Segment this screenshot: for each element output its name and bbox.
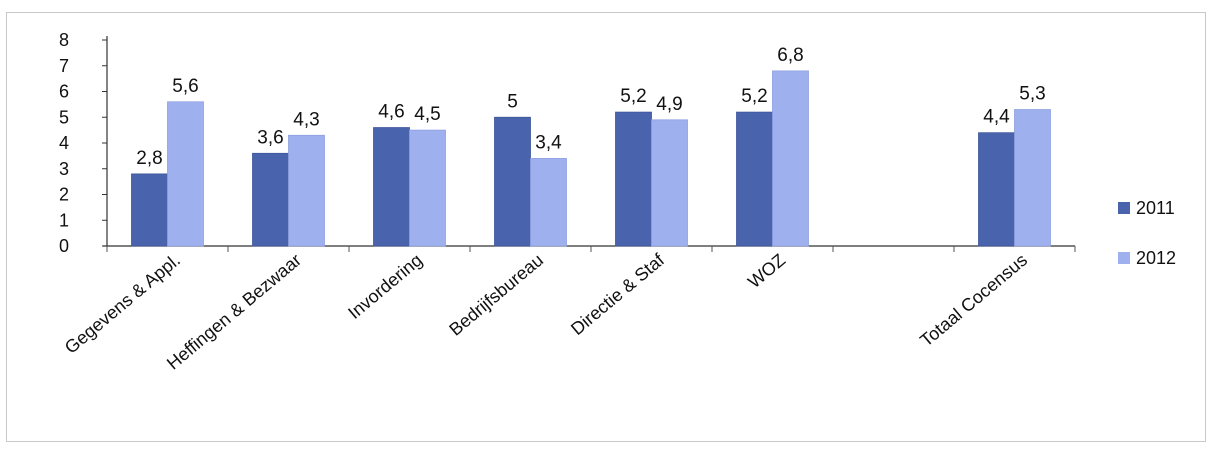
legend-swatch-2012 [1118,252,1130,264]
bar-2011-4 [615,111,652,247]
bar-2011-1 [252,152,289,247]
bar-2012-1 [288,134,325,247]
data-label-2011-0: 2,8 [136,148,162,169]
data-label-2012-3: 3,4 [535,132,562,153]
y-tick-label: 1 [59,210,69,230]
legend-swatch-2011 [1118,202,1130,214]
bar-2011-2 [373,127,410,247]
data-label-2012-2: 4,5 [414,104,440,125]
data-label-2011-7: 4,4 [983,107,1010,128]
bar-2011-5 [736,111,773,247]
data-label-2012-7: 5,3 [1019,84,1045,105]
bar-2011-3 [494,116,531,247]
y-tick-label: 3 [59,159,69,179]
x-category-label: WOZ [744,250,789,292]
bar-2012-5 [772,70,809,247]
y-tick-label: 7 [59,56,69,76]
chart-data-labels: 2,8 3,6 4,6 5 5,2 5,2 4,4 5,6 4,3 4,5 3,4 4,9 6,8 5,3 [136,45,1045,169]
data-label-2012-4: 4,9 [656,94,682,115]
y-tick-label: 4 [59,133,69,153]
data-label-2011-3: 5 [507,91,518,112]
y-tick-label: 6 [59,82,69,102]
chart-category-labels: Gegevens & Appl.Heffingen & Bezwaar Invor… [61,249,1031,373]
data-label-2011-5: 5,2 [741,86,767,107]
x-category-label: Gegevens & Appl. [61,250,184,358]
bar-2012-0 [167,101,204,247]
y-tick-label: 5 [59,107,69,127]
chart-axes: 0 1 2 3 4 5 6 7 8 [59,30,1076,256]
legend-label-2011: 2011 [1136,198,1175,218]
chart-legend: 2011 2012 [1118,198,1176,268]
bar-2011-7 [978,132,1015,247]
bar-2012-7 [1014,109,1051,247]
data-label-2012-1: 4,3 [293,109,319,130]
chart-bars [131,70,1051,247]
bar-2011-0 [131,173,168,247]
x-category-label: Bedrijfsbureau [445,250,547,340]
data-label-2011-2: 4,6 [378,102,404,123]
bar-2012-3 [530,158,567,247]
y-tick-label: 2 [59,185,69,205]
x-category-label: Directie & Staf [567,249,669,339]
bar-2012-2 [409,129,446,247]
data-label-2011-4: 5,2 [620,86,646,107]
bar-2012-4 [651,119,688,247]
data-label-2011-1: 3,6 [257,127,283,148]
x-category-label: Invordering [344,250,426,323]
x-category-label: Totaal Cocensus [916,250,1031,351]
x-category-label: Heffingen & Bezwaar [163,250,305,374]
y-tick-label: 8 [59,30,69,50]
legend-label-2012: 2012 [1136,248,1176,268]
data-label-2012-5: 6,8 [777,45,803,66]
data-label-2012-0: 5,6 [172,76,198,97]
y-tick-label: 0 [59,236,69,256]
